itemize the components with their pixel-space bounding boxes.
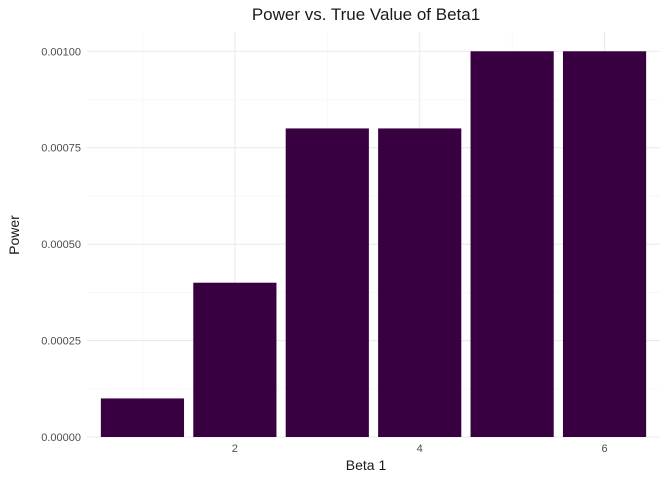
bar (100, 398, 185, 437)
bar (378, 128, 462, 437)
x-tick-labels: 2 4 6 (232, 443, 608, 455)
y-tick-label: 0.00075 (41, 143, 81, 155)
y-axis-title: Power (6, 215, 22, 255)
bar (285, 128, 369, 437)
y-tick-label: 0.00025 (41, 336, 81, 348)
chart-title: Power vs. True Value of Beta1 (252, 5, 480, 24)
x-tick-label: 6 (601, 443, 607, 455)
x-tick-label: 2 (232, 443, 238, 455)
y-tick-label: 0.00100 (41, 46, 81, 58)
y-tick-label: 0.00000 (41, 432, 81, 444)
bar (562, 51, 647, 438)
bar (193, 282, 277, 437)
x-tick-label: 4 (417, 443, 423, 455)
bars (100, 51, 647, 438)
bar (470, 51, 554, 438)
y-tick-label: 0.00050 (41, 239, 81, 251)
x-axis-title: Beta 1 (346, 457, 387, 473)
y-tick-labels: 0.00000 0.00025 0.00050 0.00075 0.00100 (41, 46, 81, 444)
